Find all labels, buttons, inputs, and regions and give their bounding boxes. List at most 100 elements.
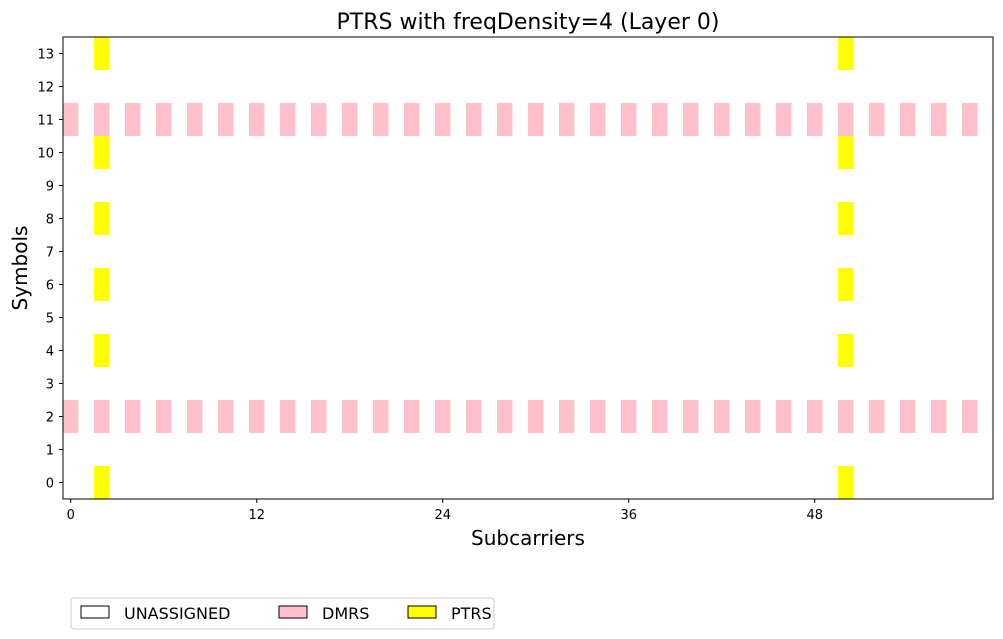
dmrs-cell (621, 400, 637, 433)
ptrs-cell (838, 37, 854, 70)
ptrs-cell (94, 334, 110, 367)
legend: UNASSIGNED DMRS PTRS (70, 597, 495, 630)
dmrs-cell (528, 400, 544, 433)
y-tick-label: 6 (46, 279, 54, 294)
dmrs-cell (373, 103, 389, 136)
dmrs-cell (373, 400, 389, 433)
x-tick-label: 24 (434, 508, 451, 523)
ptrs-cell (838, 334, 854, 367)
dmrs-cell (249, 400, 265, 433)
dmrs-cell (466, 103, 482, 136)
dmrs-cell (342, 103, 358, 136)
y-tick-label: 11 (37, 114, 54, 129)
dmrs-cell (962, 400, 978, 433)
y-tick-label: 13 (37, 48, 54, 63)
dmrs-cell (807, 400, 823, 433)
dmrs-cell (156, 103, 172, 136)
y-tick-label: 3 (46, 378, 54, 393)
ptrs-cell (838, 136, 854, 169)
unassigned-legend-swatch (80, 605, 110, 619)
y-tick-label: 5 (46, 312, 54, 327)
x-tick-label: 0 (67, 508, 75, 523)
dmrs-legend-label: DMRS (322, 604, 369, 623)
dmrs-cell (931, 103, 947, 136)
dmrs-cell (652, 400, 668, 433)
dmrs-cell (776, 400, 792, 433)
dmrs-cell (218, 103, 234, 136)
y-tick-label: 8 (46, 213, 54, 228)
dmrs-cell (714, 103, 730, 136)
ptrs-cell (94, 136, 110, 169)
dmrs-cell (869, 103, 885, 136)
plot-area: 0 12 24 36 48 0 12 3 4 5 6 7 8 9 10 11 12 13 (37, 36, 994, 523)
dmrs-cell (590, 400, 606, 433)
dmrs-cell (404, 103, 420, 136)
dmrs-cell (187, 400, 203, 433)
dmrs-cell (590, 103, 606, 136)
dmrs-cell (280, 400, 296, 433)
dmrs-cell (187, 103, 203, 136)
dmrs-cell (435, 400, 451, 433)
y-axis-label: Symbols (8, 226, 32, 311)
unassigned-legend-label: UNASSIGNED (124, 604, 230, 623)
axes-frame (62, 36, 994, 500)
ptrs-cell (94, 202, 110, 235)
dmrs-cell (559, 400, 575, 433)
dmrs-cell (528, 103, 544, 136)
x-axis-ticks: 0 12 24 36 48 (67, 499, 823, 523)
dmrs-cell (652, 103, 668, 136)
y-tick-label: 7 (46, 246, 54, 261)
ptrs-cell (94, 466, 110, 499)
dmrs-cell (63, 400, 79, 433)
x-tick-label: 48 (806, 508, 823, 523)
dmrs-cell (125, 400, 141, 433)
dmrs-cell (94, 103, 110, 136)
dmrs-cell (218, 400, 234, 433)
dmrs-cell (838, 400, 854, 433)
dmrs-cell (156, 400, 172, 433)
y-tick-label: 0 (46, 477, 54, 492)
dmrs-cell (311, 103, 327, 136)
y-tick-label: 12 (37, 81, 54, 96)
dmrs-legend-swatch (278, 605, 308, 619)
x-tick-label: 12 (248, 508, 265, 523)
dmrs-cell (745, 103, 761, 136)
dmrs-cell (280, 103, 296, 136)
dmrs-cell (94, 400, 110, 433)
dmrs-cell (776, 103, 792, 136)
y-tick-label: 2 (46, 411, 54, 426)
dmrs-cell (125, 103, 141, 136)
y-tick-label: 9 (46, 180, 54, 195)
dmrs-cell (807, 103, 823, 136)
dmrs-cell (404, 400, 420, 433)
ptrs-cell (94, 268, 110, 301)
dmrs-cell (745, 400, 761, 433)
ptrs-legend-swatch (407, 605, 437, 619)
dmrs-cell (869, 400, 885, 433)
dmrs-cell (497, 103, 513, 136)
chart-title: PTRS with freqDensity=4 (Layer 0) (337, 10, 720, 35)
dmrs-cell (900, 400, 916, 433)
y-tick-label: 10 (37, 147, 54, 162)
dmrs-cell (931, 400, 947, 433)
dmrs-cell (435, 103, 451, 136)
ptrs-cell (838, 466, 854, 499)
ptrs-cell (838, 268, 854, 301)
dmrs-cell (559, 103, 575, 136)
dmrs-cell (683, 103, 699, 136)
y-tick-label: 4 (46, 345, 54, 360)
x-tick-label: 36 (620, 508, 637, 523)
dmrs-cell (63, 103, 79, 136)
dmrs-cell (497, 400, 513, 433)
dmrs-cell (342, 400, 358, 433)
dmrs-cell (714, 400, 730, 433)
dmrs-cell (466, 400, 482, 433)
ptrs-cell (838, 202, 854, 235)
dmrs-cell (962, 103, 978, 136)
ptrs-legend-label: PTRS (451, 604, 492, 623)
dmrs-cell (900, 103, 916, 136)
dmrs-cell (311, 400, 327, 433)
x-axis-label: Subcarriers (471, 526, 585, 550)
